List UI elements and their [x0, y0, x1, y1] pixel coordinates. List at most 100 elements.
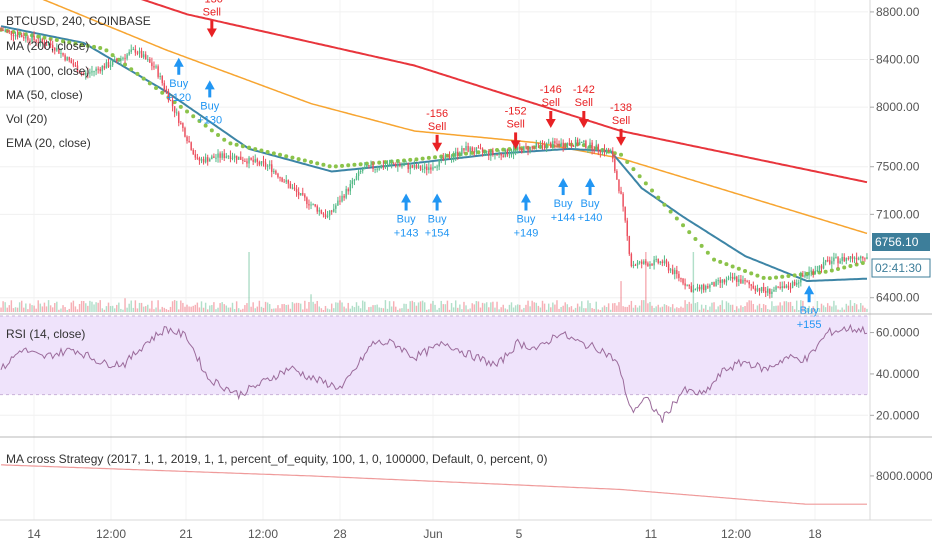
- volume-bar: [324, 305, 327, 312]
- volume-bar: [558, 308, 560, 312]
- indicator-volume-label[interactable]: Vol (20): [6, 112, 47, 126]
- volume-bar: [609, 309, 612, 312]
- candle-body: [690, 286, 693, 292]
- volume-bar: [151, 300, 153, 312]
- buy-arrow-icon[interactable]: [204, 80, 215, 90]
- ema20-dot: [501, 147, 506, 152]
- volume-bar: [209, 305, 211, 312]
- ema20-dot: [154, 86, 159, 91]
- volume-bar: [240, 309, 242, 312]
- candle-body: [707, 286, 709, 288]
- candle-body: [124, 57, 126, 59]
- candle-body: [421, 168, 424, 170]
- volume-bar: [525, 304, 527, 312]
- volume-bar: [401, 308, 403, 312]
- candle-body: [802, 275, 804, 277]
- sell-arrow-icon[interactable]: [545, 118, 556, 128]
- candle-body: [667, 263, 670, 271]
- rsi-pane-label[interactable]: RSI (14, close): [6, 327, 85, 341]
- volume-bar: [686, 303, 688, 312]
- sell-arrow-icon[interactable]: [432, 142, 443, 152]
- candle-body: [364, 167, 366, 170]
- volume-bar: [564, 302, 566, 312]
- candle-body: [760, 287, 763, 292]
- volume-bar: [430, 303, 432, 312]
- volume-bar: [446, 300, 449, 312]
- volume-bar: [149, 308, 151, 312]
- sell-label: Sell: [506, 118, 524, 130]
- buy-arrow-icon[interactable]: [401, 193, 412, 203]
- buy-arrow-icon[interactable]: [804, 285, 815, 295]
- volume-bar: [376, 304, 378, 312]
- volume-bar: [411, 300, 414, 312]
- buy-arrow-icon[interactable]: [173, 57, 184, 67]
- candle-body: [225, 156, 228, 158]
- candle-body: [399, 164, 401, 166]
- buy-arrow-icon[interactable]: [585, 178, 596, 188]
- volume-bar: [372, 305, 374, 312]
- candle-body: [246, 161, 248, 164]
- strategy-pane-label[interactable]: MA cross Strategy (2017, 1, 1, 2019, 1, …: [6, 452, 547, 466]
- candle-body: [655, 259, 657, 261]
- candle-body: [248, 157, 250, 164]
- candle-body: [41, 38, 44, 42]
- volume-bar: [417, 302, 420, 312]
- candle-body: [161, 75, 163, 84]
- sell-arrow-icon[interactable]: [510, 140, 521, 150]
- candle-body: [653, 259, 655, 266]
- ema20-dot: [17, 31, 22, 36]
- sell-pnl: -130: [201, 0, 223, 5]
- volume-bar: [432, 300, 434, 312]
- candle-body: [134, 49, 137, 53]
- ema20-dot: [54, 38, 59, 43]
- candle-body: [533, 146, 535, 148]
- volume-bar: [93, 304, 95, 312]
- candle-body: [180, 122, 182, 124]
- ema20-dot: [160, 90, 165, 95]
- candle-body: [762, 287, 765, 292]
- ema20-dot: [581, 143, 586, 148]
- candle-body: [862, 256, 864, 259]
- volume-bar: [113, 308, 116, 312]
- ema20-dot: [234, 142, 239, 147]
- candle-body: [0, 29, 2, 31]
- volume-bar: [211, 305, 213, 312]
- volume-bar: [111, 305, 114, 312]
- volume-bar: [138, 302, 141, 312]
- candle-body: [721, 279, 724, 283]
- candle-body: [23, 37, 25, 39]
- indicator-ma200-label[interactable]: MA (200, close): [6, 39, 89, 53]
- candle-body: [752, 285, 755, 289]
- volume-bar: [66, 309, 68, 312]
- buy-arrow-icon[interactable]: [558, 178, 569, 188]
- indicator-ma50-label[interactable]: MA (50, close): [6, 88, 83, 102]
- volume-bar: [285, 304, 287, 312]
- indicator-ma100-label[interactable]: MA (100, close): [6, 64, 89, 78]
- sell-arrow-icon[interactable]: [206, 28, 217, 38]
- sell-arrow-icon[interactable]: [616, 136, 627, 146]
- rsi-axis-tick-label: 60.0000: [876, 326, 920, 340]
- indicator-ema20-label[interactable]: EMA (20, close): [6, 136, 91, 150]
- candle-body: [163, 83, 166, 90]
- candle-body: [806, 275, 808, 277]
- buy-arrow-icon[interactable]: [432, 193, 443, 203]
- ma200-line: [140, 0, 868, 184]
- volume-bar: [560, 306, 562, 312]
- volume-bar: [116, 304, 118, 312]
- volume-bar: [43, 302, 46, 312]
- candle-body: [343, 195, 345, 198]
- candle-body: [423, 166, 426, 169]
- volume-bar: [663, 304, 666, 312]
- candle-body: [508, 154, 511, 156]
- candle-body: [645, 261, 647, 264]
- candle-body: [281, 177, 283, 182]
- buy-arrow-icon[interactable]: [520, 193, 531, 203]
- candle-body: [262, 161, 265, 163]
- sell-arrow-icon[interactable]: [578, 118, 589, 128]
- volume-bar: [750, 300, 752, 312]
- candle-body: [585, 140, 587, 148]
- volume-bar: [256, 306, 259, 312]
- candle-body: [242, 159, 244, 161]
